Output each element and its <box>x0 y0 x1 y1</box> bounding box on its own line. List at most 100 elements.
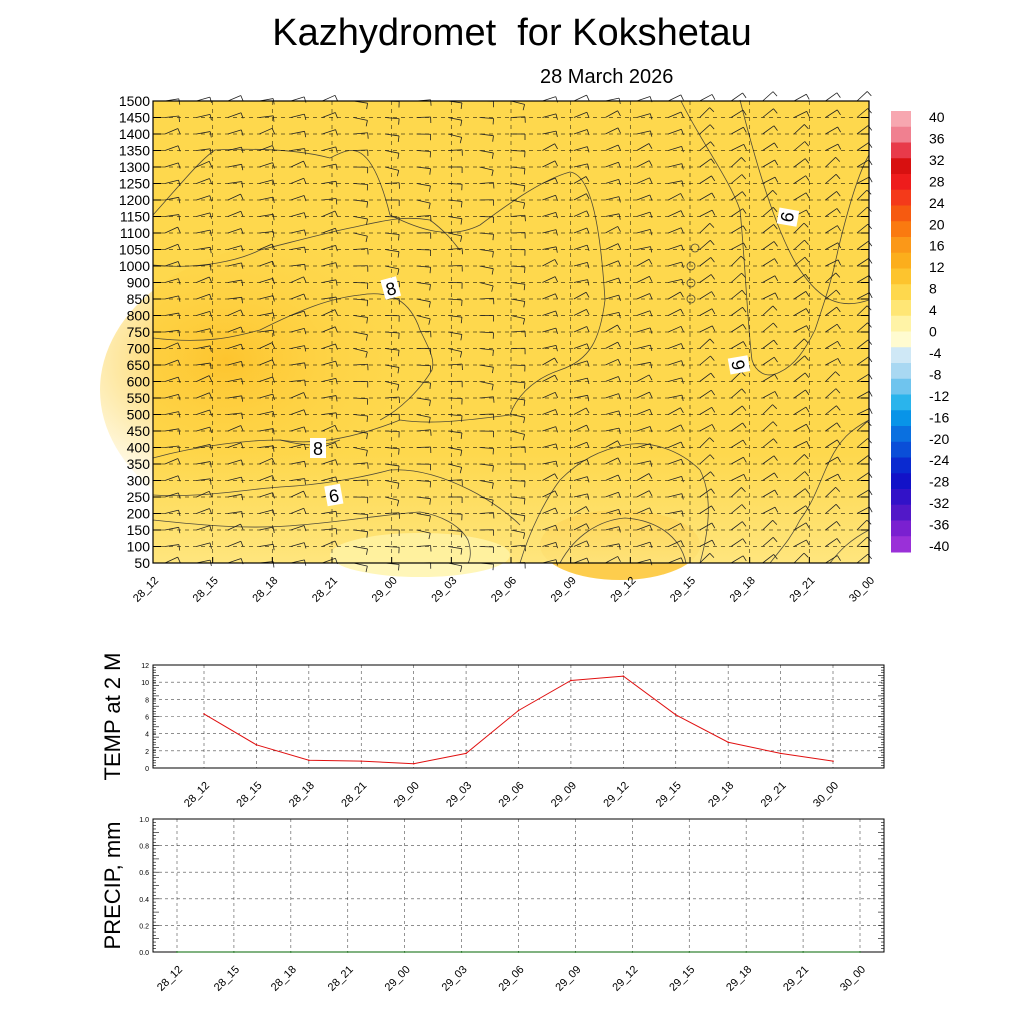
wind-barb-flag <box>681 180 684 187</box>
wind-barb-flag <box>271 128 275 134</box>
colorbar-swatch <box>891 158 911 175</box>
wind-barb-flag <box>586 309 590 315</box>
wind-barb-flag <box>680 557 684 564</box>
wind-barb <box>825 521 837 531</box>
wind-barb-flag <box>774 472 778 479</box>
chart-title: Kazhydromet for Kokshetau <box>272 12 752 54</box>
wind-barb <box>825 156 836 168</box>
wind-barb <box>699 522 713 531</box>
wind-barb <box>290 130 305 135</box>
wind-barb-flag <box>335 395 338 402</box>
wind-barb <box>448 247 463 250</box>
wind-barb-flag <box>617 474 621 481</box>
wind-barb <box>227 129 242 135</box>
wind-barb <box>856 339 869 349</box>
wind-barb <box>793 441 807 448</box>
wind-barb-flag <box>650 345 653 352</box>
colorbar-label: 32 <box>929 152 945 168</box>
wind-barb-flag <box>460 531 463 538</box>
wind-barb <box>573 441 588 448</box>
wind-barb <box>605 294 619 300</box>
wind-barb-flag <box>303 328 307 335</box>
wind-barb-flag <box>523 532 526 539</box>
colorbar-label: -28 <box>929 474 949 490</box>
wind-barb <box>856 142 869 151</box>
wind-barb <box>762 275 776 283</box>
wind-barb-flag <box>524 545 526 552</box>
wind-barb <box>699 158 712 168</box>
wind-barb <box>353 331 368 336</box>
wind-barb <box>353 183 368 185</box>
wind-barb <box>479 282 494 287</box>
wind-barb-flag <box>805 406 810 413</box>
wind-barb-flag <box>805 424 810 430</box>
data-point <box>802 951 804 953</box>
wind-barb <box>385 447 400 450</box>
wind-barb-flag <box>428 417 431 424</box>
x-tick-label: 28_15 <box>212 964 242 994</box>
wind-barb-flag <box>335 262 338 269</box>
wind-barb <box>259 329 274 333</box>
wind-barb-flag <box>649 391 653 398</box>
wind-barb-flag <box>398 234 400 241</box>
wind-barb <box>793 222 805 234</box>
wind-barb-flag <box>492 564 494 571</box>
wind-barb <box>479 512 494 514</box>
wind-barb <box>668 291 681 300</box>
colorbar-label: 0 <box>929 324 937 340</box>
wind-barb-flag <box>774 275 779 282</box>
wind-barb <box>164 196 179 201</box>
wind-barb <box>510 446 526 448</box>
wind-barb-flag <box>804 488 810 494</box>
wind-barb-flag <box>241 361 244 368</box>
wind-barb-flag <box>178 214 181 221</box>
wind-barb-flag <box>304 246 307 254</box>
wind-barb <box>164 226 178 234</box>
wind-barb <box>762 339 775 349</box>
wind-barb-flag <box>618 526 621 533</box>
wind-barb <box>542 177 556 184</box>
wind-barb-flag <box>272 162 275 169</box>
wind-barb <box>793 111 807 118</box>
wind-barb <box>448 149 463 151</box>
wind-barb <box>762 241 775 250</box>
contour-label: 8 <box>313 439 323 459</box>
wind-barb-flag <box>710 372 715 379</box>
wind-barb-flag <box>555 461 558 468</box>
data-point <box>203 713 205 715</box>
colorbar-swatch <box>891 473 911 490</box>
wind-barb <box>542 194 556 201</box>
wind-barb-flag <box>681 493 684 500</box>
wind-barb <box>825 272 837 283</box>
wind-barb-flag <box>523 498 526 505</box>
wind-barb-flag <box>806 209 810 216</box>
wind-barb-flag <box>178 394 181 401</box>
wind-barb-flag <box>271 342 275 349</box>
wind-barb <box>196 229 211 234</box>
wind-barb-flag <box>304 444 307 451</box>
wind-barb <box>825 143 839 151</box>
wind-barb <box>573 261 588 267</box>
wind-barb <box>290 362 305 366</box>
x-tick-label: 29_09 <box>549 575 579 605</box>
wind-barb-flag <box>240 112 244 119</box>
wind-barb <box>479 396 494 399</box>
wind-barb <box>227 360 242 366</box>
wind-barb <box>730 456 744 465</box>
wind-barb <box>699 308 713 316</box>
wind-barb-flag <box>617 260 621 267</box>
contour-label-group: 9 <box>776 207 800 227</box>
wind-barb-flag <box>835 174 841 180</box>
y-tick-label: 0.4 <box>139 897 149 904</box>
wind-barb <box>227 95 241 102</box>
wind-barb <box>385 117 400 120</box>
wind-barb-flag <box>617 324 621 331</box>
wind-barb <box>573 493 588 498</box>
isotherm-contour-2 <box>152 293 434 421</box>
x-tick-label: 28_12 <box>182 780 212 810</box>
wind-barb-flag <box>804 372 810 378</box>
wind-barb <box>196 148 211 151</box>
wind-barb-flag <box>650 246 653 253</box>
wind-barb <box>573 523 587 531</box>
wind-barb <box>196 345 211 349</box>
